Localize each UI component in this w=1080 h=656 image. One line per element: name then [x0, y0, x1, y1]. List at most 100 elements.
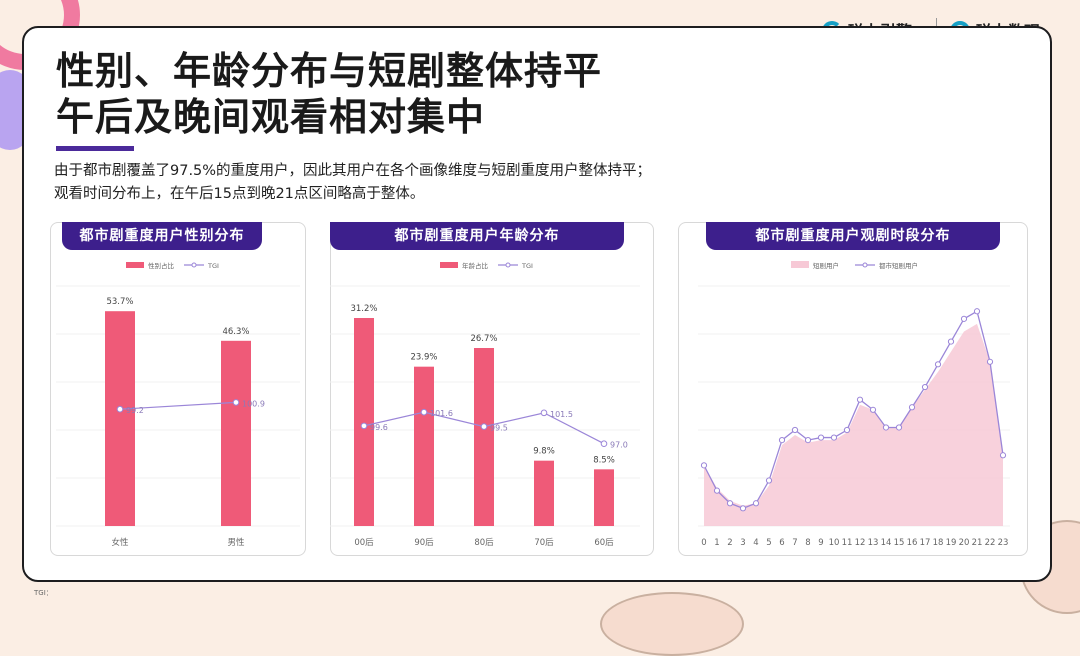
x-tick-label: 90后: [414, 537, 434, 548]
legend-label: TGI: [521, 262, 533, 270]
bar-value-label: 31.2%: [350, 304, 377, 314]
area-series: [704, 323, 1003, 526]
gender-chart-panel: [50, 222, 306, 556]
line-point: [869, 406, 877, 413]
bar: [221, 340, 251, 526]
x-tick-label: 8: [805, 538, 810, 548]
legend-swatch-marker: [505, 262, 511, 268]
bar: [534, 460, 554, 526]
tgi-value-label: 101.6: [430, 409, 453, 418]
tgi-point: [480, 423, 488, 430]
bar: [354, 318, 374, 526]
x-tick-label: 23: [998, 538, 1009, 548]
page-title-line2: 午后及晚间观看相对集中: [56, 95, 486, 139]
x-tick-label: 7: [792, 538, 797, 548]
x-tick-label: 1: [714, 538, 719, 548]
x-tick-label: 0: [701, 538, 706, 548]
tgi-line: [119, 401, 237, 410]
line-point: [856, 396, 864, 403]
x-tick-label: 13: [868, 538, 879, 548]
bar-value-label: 53.7%: [106, 297, 133, 307]
legend-swatch-marker: [862, 262, 868, 268]
tgi-value-label: 99.6: [370, 423, 388, 432]
footnote: TGI：: [34, 589, 53, 597]
line-point: [947, 338, 955, 345]
line-point: [726, 500, 734, 507]
tgi-value-label: 99.2: [126, 406, 144, 415]
x-tick-label: 2: [727, 538, 732, 548]
x-tick-label: 00后: [354, 537, 374, 548]
x-tick-label: 4: [753, 538, 758, 548]
line-point: [804, 437, 812, 444]
bar-value-label: 26.7%: [470, 334, 497, 344]
x-tick-label: 21: [972, 538, 983, 548]
x-tick-label: 80后: [474, 537, 494, 548]
line-point: [999, 452, 1007, 459]
age-chart: 年龄占比 TGI 31.2% 00后 23.9% 90后 26.7% 80后 9.8% 70后 8.…: [330, 261, 640, 548]
tgi-value-label: 99.5: [490, 424, 508, 433]
line-point: [934, 361, 942, 368]
line-point: [921, 383, 929, 391]
line-point: [713, 487, 721, 494]
bar: [594, 469, 614, 526]
x-tick-label: 15: [894, 538, 905, 548]
line-point: [791, 426, 799, 434]
tgi-point: [600, 440, 608, 448]
line-point: [986, 358, 994, 365]
x-tick-label: 5: [766, 538, 771, 548]
line-point: [973, 308, 981, 315]
gender-chart-title: 都市剧重度用户性别分布: [62, 222, 262, 250]
decor-cloud-2: [600, 592, 744, 656]
line-point: [739, 505, 747, 512]
line-point: [778, 437, 786, 444]
line-point: [908, 404, 916, 411]
line-point: [882, 424, 890, 431]
legend-swatch-bar: [440, 262, 458, 268]
x-tick-label: 18: [933, 538, 944, 548]
tgi-value-label: 100.9: [242, 399, 265, 408]
x-tick-label: 11: [842, 538, 853, 548]
legend-label: 短剧用户: [813, 261, 839, 270]
page-title-line1: 性别、年龄分布与短剧整体持平: [56, 49, 603, 93]
age-chart-title: 都市剧重度用户年龄分布: [330, 222, 624, 250]
line-point: [960, 315, 968, 322]
gender-chart: 性别占比 TGI 53.7% 女性 46.3% 男性 99.2 100.9: [56, 261, 300, 548]
tgi-point: [116, 405, 124, 413]
x-tick-label: 70后: [534, 537, 554, 548]
x-tick-label: 17: [920, 538, 931, 548]
description-line1: 由于都市剧覆盖了97.5%的重度用户，因此其用户在各个画像维度与短剧重度用户整体…: [54, 163, 652, 179]
x-tick-label: 16: [907, 538, 918, 548]
bar-value-label: 46.3%: [222, 327, 249, 337]
x-tick-label: 女性: [111, 537, 129, 548]
x-tick-label: 22: [985, 538, 996, 548]
tgi-point: [360, 422, 368, 430]
bar: [414, 366, 434, 526]
time-chart-title: 都市剧重度用户观剧时段分布: [706, 222, 1000, 250]
tgi-value-label: 97.0: [610, 441, 628, 450]
title-underline: [56, 146, 134, 151]
legend-label: 年龄占比: [462, 261, 489, 270]
line-point: [843, 426, 851, 434]
legend-swatch-bar: [126, 262, 144, 268]
line-point: [752, 500, 760, 507]
legend-label: 都市短剧用户: [879, 261, 918, 270]
bar: [105, 311, 135, 526]
bar-value-label: 8.5%: [593, 455, 615, 465]
legend-label: 性别占比: [148, 261, 175, 270]
line-point: [817, 434, 825, 441]
line-point: [895, 424, 903, 431]
x-tick-label: 14: [881, 538, 892, 548]
x-tick-label: 12: [855, 538, 866, 548]
bar-value-label: 9.8%: [533, 447, 555, 457]
x-tick-label: 10: [829, 538, 840, 548]
tgi-value-label: 101.5: [550, 410, 573, 419]
line-point: [700, 462, 708, 469]
tgi-point: [420, 408, 428, 416]
line-point: [765, 477, 773, 484]
x-tick-label: 60后: [594, 537, 614, 548]
legend-swatch-area: [791, 261, 809, 268]
tgi-point: [540, 409, 548, 417]
bar-value-label: 23.9%: [410, 353, 437, 363]
x-tick-label: 20: [959, 538, 970, 548]
